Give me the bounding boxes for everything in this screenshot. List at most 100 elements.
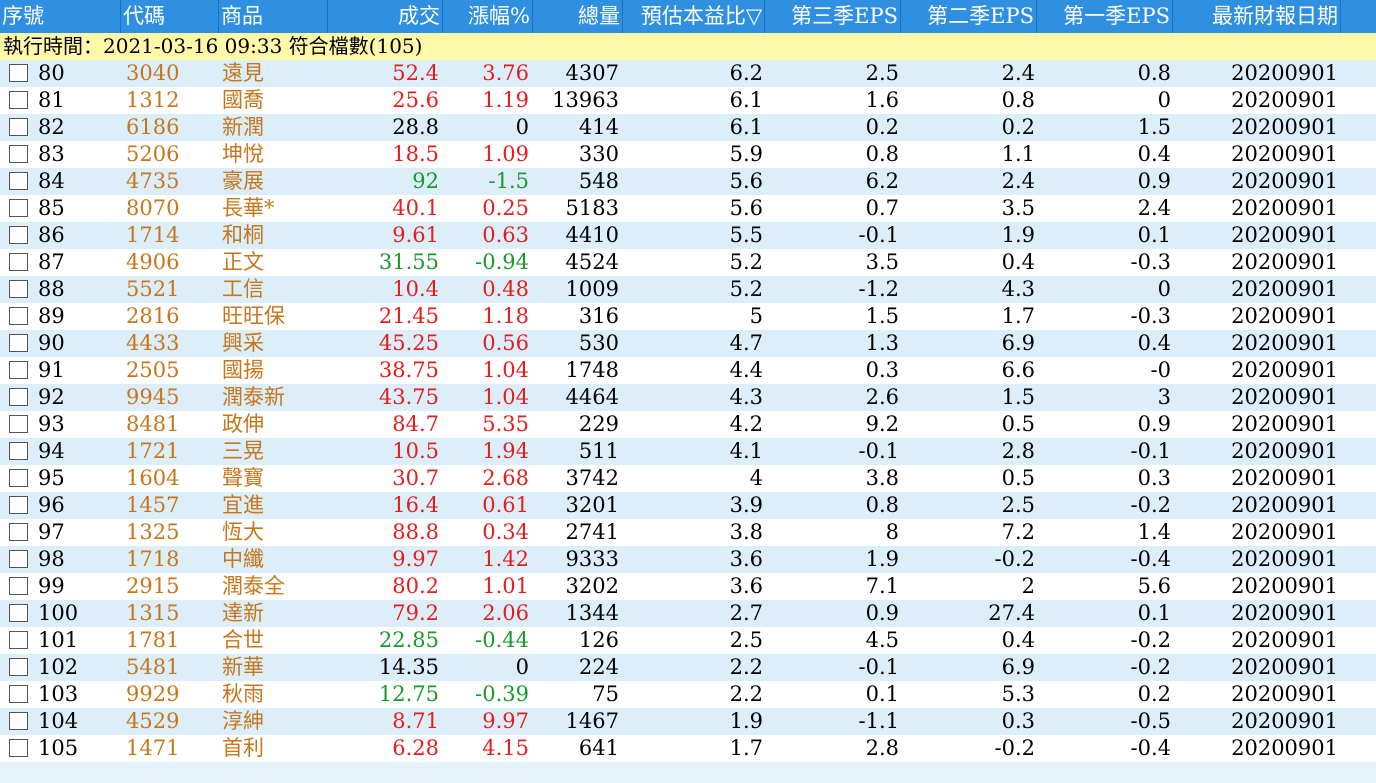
row-checkbox[interactable] — [9, 226, 28, 244]
table-row[interactable]: 102 5481 新華 14.35 0 224 2.2 -0.1 6.9 -0.2 20200901 — [0, 654, 1376, 681]
table-row[interactable]: 100 1315 達新 79.2 2.06 1344 2.7 0.9 27.4 0.1 202009… — [0, 600, 1376, 627]
table-row[interactable]: 86 1714 和桐 9.61 0.63 4410 5.5 -0.1 1.9 0.1 2020090… — [0, 222, 1376, 249]
row-checkbox[interactable] — [9, 118, 28, 136]
cell-eps-q1: -0.4 — [1130, 547, 1172, 571]
cell-name: 國揚 — [222, 358, 264, 382]
cell-code: 1312 — [126, 88, 180, 112]
header-report-date[interactable]: 最新財報日期 — [1173, 0, 1341, 33]
cell-price: 92 — [412, 169, 439, 193]
row-checkbox[interactable] — [9, 334, 28, 352]
table-row[interactable]: 84 4735 豪展 92 -1.5 548 5.6 6.2 2.4 0.9 20200901 — [0, 168, 1376, 195]
table-row[interactable]: 97 1325 恆大 88.8 0.34 2741 3.8 8 7.2 1.4 20200901 — [0, 519, 1376, 546]
row-checkbox[interactable] — [9, 739, 28, 757]
row-checkbox[interactable] — [9, 253, 28, 271]
table-row[interactable]: 89 2816 旺旺保 21.45 1.18 316 5 1.5 1.7 -0.3 20200901 — [0, 303, 1376, 330]
cell-eps-q2: 6.9 — [1001, 655, 1035, 679]
row-checkbox[interactable] — [9, 631, 28, 649]
table-row[interactable]: 83 5206 坤悅 18.5 1.09 330 5.9 0.8 1.1 0.4 20200901 — [0, 141, 1376, 168]
header-code[interactable]: 代碼 — [121, 0, 219, 33]
header-eps-q3[interactable]: 第三季EPS — [765, 0, 901, 33]
cell-eps-q2: 7.2 — [1001, 520, 1035, 544]
cell-eps-q3: 0.9 — [865, 601, 899, 625]
row-checkbox[interactable] — [9, 307, 28, 325]
row-checkbox[interactable] — [9, 91, 28, 109]
table-row[interactable]: 85 8070 長華* 40.1 0.25 5183 5.6 0.7 3.5 2.4 2020090… — [0, 195, 1376, 222]
cell-report-date: 20200901 — [1231, 493, 1338, 517]
header-pe[interactable]: 預估本益比▽ — [623, 0, 765, 33]
header-price[interactable]: 成交 — [328, 0, 443, 33]
row-checkbox[interactable] — [9, 469, 28, 487]
row-checkbox[interactable] — [9, 145, 28, 163]
cell-pe: 4.4 — [729, 358, 763, 382]
cell-change: 1.09 — [482, 142, 529, 166]
table-row[interactable]: 104 4529 淳紳 8.71 9.97 1467 1.9 -1.1 0.3 -0.5 20200… — [0, 708, 1376, 735]
header-eps-q2[interactable]: 第二季EPS — [901, 0, 1037, 33]
row-checkbox[interactable] — [9, 415, 28, 433]
table-row[interactable]: 80 3040 遠見 52.4 3.76 4307 6.2 2.5 2.4 0.8 20200901 — [0, 60, 1376, 87]
cell-price: 18.5 — [392, 142, 439, 166]
header-eps-q1[interactable]: 第一季EPS — [1037, 0, 1173, 33]
table-row[interactable]: 103 9929 秋雨 12.75 -0.39 75 2.2 0.1 5.3 0.2 2020090… — [0, 681, 1376, 708]
cell-volume: 75 — [592, 682, 619, 706]
table-row[interactable]: 82 6186 新潤 28.8 0 414 6.1 0.2 0.2 1.5 20200901 — [0, 114, 1376, 141]
row-checkbox[interactable] — [9, 550, 28, 568]
cell-volume: 316 — [578, 304, 619, 328]
table-row[interactable]: 96 1457 宜進 16.4 0.61 3201 3.9 0.8 2.5 -0.2 2020090… — [0, 492, 1376, 519]
cell-report-date: 20200901 — [1231, 628, 1338, 652]
cell-seq: 97 — [38, 520, 65, 544]
cell-price: 9.61 — [392, 223, 439, 247]
table-row[interactable]: 88 5521 工信 10.4 0.48 1009 5.2 -1.2 4.3 0 20200901 — [0, 276, 1376, 303]
row-checkbox[interactable] — [9, 388, 28, 406]
cell-price: 16.4 — [392, 493, 439, 517]
cell-pe: 3.6 — [729, 574, 763, 598]
table-row[interactable]: 81 1312 國喬 25.6 1.19 13963 6.1 1.6 0.8 0 20200901 — [0, 87, 1376, 114]
cell-eps-q3: 4.5 — [865, 628, 899, 652]
table-row[interactable]: 105 1471 首利 6.28 4.15 641 1.7 2.8 -0.2 -0.4 202009… — [0, 735, 1376, 762]
header-seq[interactable]: 序號 — [0, 0, 121, 33]
header-change[interactable]: 漲幅% — [443, 0, 533, 33]
row-checkbox[interactable] — [9, 172, 28, 190]
row-checkbox[interactable] — [9, 361, 28, 379]
cell-eps-q1: -0.2 — [1130, 655, 1172, 679]
table-row[interactable]: 98 1718 中纖 9.97 1.42 9333 3.6 1.9 -0.2 -0.4 202009… — [0, 546, 1376, 573]
table-row[interactable]: 92 9945 潤泰新 43.75 1.04 4464 4.3 2.6 1.5 3 20200901 — [0, 384, 1376, 411]
cell-eps-q2: 6.9 — [1001, 331, 1035, 355]
row-checkbox[interactable] — [9, 685, 28, 703]
cell-seq: 96 — [38, 493, 65, 517]
table-row[interactable]: 99 2915 潤泰全 80.2 1.01 3202 3.6 7.1 2 5.6 20200901 — [0, 573, 1376, 600]
row-checkbox[interactable] — [9, 658, 28, 676]
table-row[interactable]: 95 1604 聲寶 30.7 2.68 3742 4 3.8 0.5 0.3 20200901 — [0, 465, 1376, 492]
header-volume[interactable]: 總量 — [533, 0, 623, 33]
cell-name: 豪展 — [222, 169, 264, 193]
row-checkbox[interactable] — [9, 712, 28, 730]
cell-eps-q1: 0.4 — [1137, 142, 1171, 166]
row-checkbox[interactable] — [9, 523, 28, 541]
cell-code: 1714 — [126, 223, 180, 247]
cell-report-date: 20200901 — [1231, 709, 1338, 733]
cell-code: 6186 — [126, 115, 180, 139]
row-checkbox[interactable] — [9, 199, 28, 217]
row-checkbox[interactable] — [9, 604, 28, 622]
cell-name: 政伸 — [222, 412, 264, 436]
cell-price: 28.8 — [392, 115, 439, 139]
header-name[interactable]: 商品 — [219, 0, 328, 33]
row-checkbox[interactable] — [9, 496, 28, 514]
cell-code: 5521 — [126, 277, 180, 301]
cell-eps-q2: 0.3 — [1001, 709, 1035, 733]
table-row[interactable]: 91 2505 國揚 38.75 1.04 1748 4.4 0.3 6.6 -0 20200901 — [0, 357, 1376, 384]
cell-seq: 98 — [38, 547, 65, 571]
row-checkbox[interactable] — [9, 442, 28, 460]
row-checkbox[interactable] — [9, 64, 28, 82]
table-row[interactable]: 101 1781 合世 22.85 -0.44 126 2.5 4.5 0.4 -0.2 20200… — [0, 627, 1376, 654]
cell-report-date: 20200901 — [1231, 142, 1338, 166]
table-row[interactable]: 94 1721 三晃 10.5 1.94 511 4.1 -0.1 2.8 -0.1 2020090… — [0, 438, 1376, 465]
table-row[interactable]: 87 4906 正文 31.55 -0.94 4524 5.2 3.5 0.4 -0.3 20200… — [0, 249, 1376, 276]
table-row[interactable]: 93 8481 政伸 84.7 5.35 229 4.2 9.2 0.5 0.9 20200901 — [0, 411, 1376, 438]
cell-report-date: 20200901 — [1231, 655, 1338, 679]
row-checkbox[interactable] — [9, 577, 28, 595]
cell-price: 38.75 — [378, 358, 439, 382]
cell-pe: 1.9 — [729, 709, 763, 733]
cell-eps-q2: 2.8 — [1001, 439, 1035, 463]
row-checkbox[interactable] — [9, 280, 28, 298]
table-row[interactable]: 90 4433 興采 45.25 0.56 530 4.7 1.3 6.9 0.4 20200901 — [0, 330, 1376, 357]
